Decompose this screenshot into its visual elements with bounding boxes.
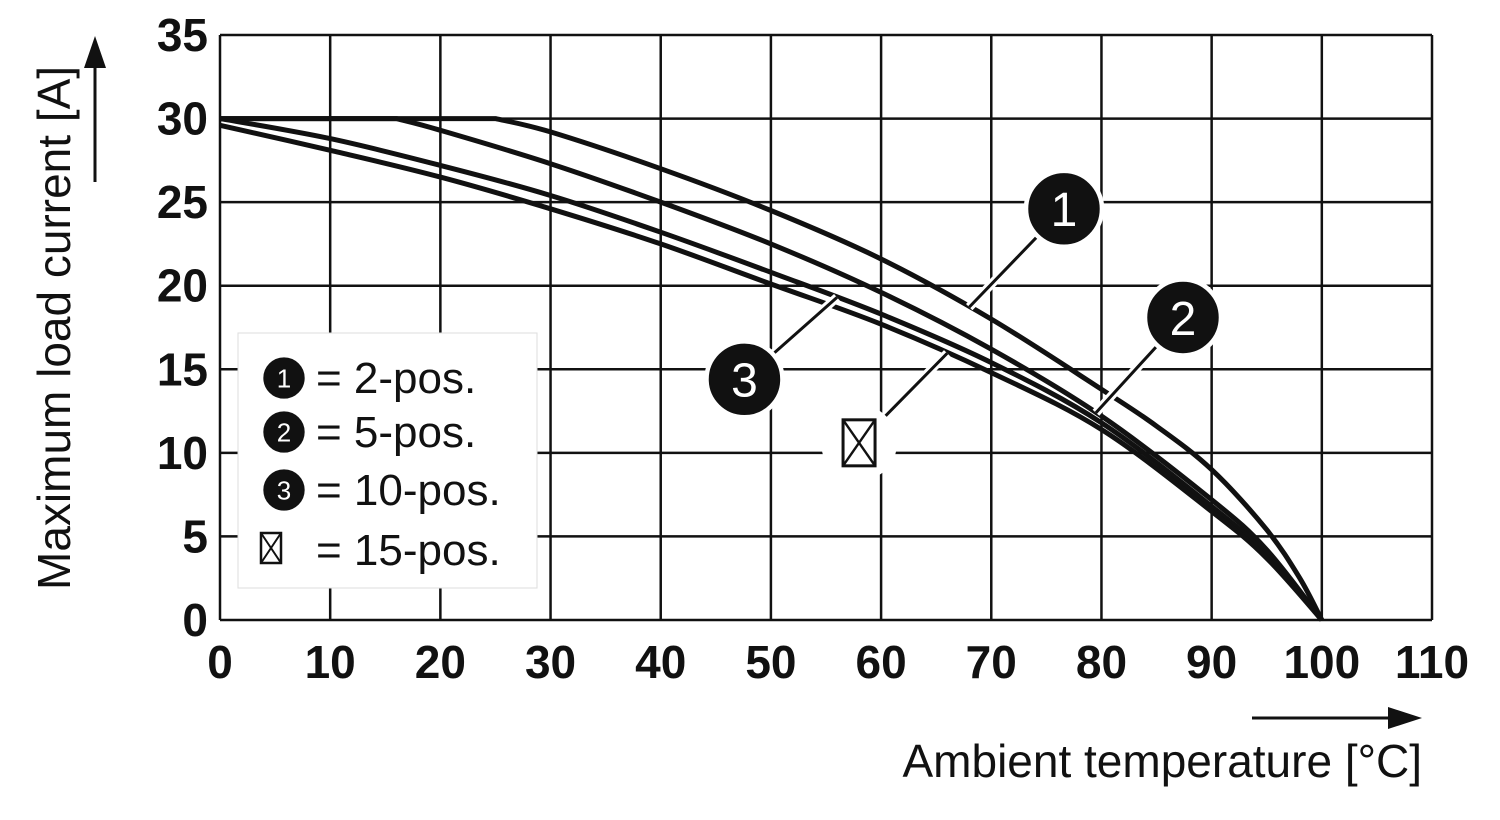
legend-item: 2 = 5-pos.	[260, 408, 476, 457]
legend-label: = 2-pos.	[316, 354, 476, 403]
callout-badge-1: 1	[1023, 168, 1105, 250]
legend-badge-1: 1	[260, 354, 308, 402]
legend-label: = 5-pos.	[316, 408, 476, 457]
y-tick-label: 25	[157, 176, 208, 228]
series-line-3	[219, 116, 1324, 622]
legend-item: 1 = 2-pos.	[260, 354, 476, 403]
legend-badge-3: 3	[260, 466, 308, 514]
y-tick-label: 15	[157, 343, 208, 395]
legend: 1 = 2-pos. 2 = 5-pos. 3 = 10-pos. = 15-pos.	[237, 332, 538, 589]
y-axis-label: Maximum load current [A]	[28, 66, 80, 590]
x-tick-label: 50	[745, 636, 796, 688]
x-tick-label: 110	[1395, 636, 1469, 688]
badge-number: 3	[731, 355, 758, 408]
y-axis-ticks: 0 5 10 15 20 25 30 35	[157, 9, 208, 646]
badge-number: 1	[1051, 184, 1078, 237]
x-tick-label: 30	[525, 636, 576, 688]
y-axis-arrow-icon	[84, 36, 106, 68]
badge-number: 2	[1170, 293, 1197, 346]
y-tick-label: 10	[157, 427, 208, 479]
y-tick-label: 20	[157, 260, 208, 312]
legend-badge-2: 2	[260, 408, 308, 456]
series-line-1	[220, 116, 1325, 622]
series-line-4	[219, 122, 1324, 622]
x-axis-title: Ambient temperature [°C]	[903, 707, 1423, 787]
legend-label: = 15-pos.	[316, 526, 501, 575]
x-tick-label: 10	[305, 636, 356, 688]
x-tick-label: 40	[635, 636, 686, 688]
y-tick-label: 35	[157, 9, 208, 61]
x-axis-ticks: 0 10 20 30 40 50 60 70 80 90 100 110	[207, 636, 1469, 688]
series-lines	[219, 116, 1325, 622]
y-axis-title: Maximum load current [A]	[28, 36, 106, 590]
x-tick-label: 0	[207, 636, 233, 688]
badge-number: 3	[277, 475, 291, 505]
series-callouts: 1 2 3	[704, 168, 1224, 481]
y-tick-label: 0	[182, 594, 208, 646]
x-tick-label: 100	[1283, 636, 1360, 688]
x-tick-label: 70	[966, 636, 1017, 688]
y-tick-label: 5	[182, 510, 208, 562]
callout-badge-2: 2	[1142, 277, 1224, 358]
legend-item: 3 = 10-pos.	[260, 466, 501, 515]
x-axis-label: Ambient temperature [°C]	[903, 735, 1423, 787]
x-axis-arrow-icon	[1388, 707, 1422, 729]
series-line-2	[220, 116, 1324, 622]
badge-number: 1	[277, 363, 291, 393]
legend-label: = 10-pos.	[316, 466, 501, 515]
x-tick-label: 80	[1076, 636, 1127, 688]
x-tick-label: 90	[1186, 636, 1237, 688]
callout-badge-3: 3	[704, 339, 785, 420]
legend-crossed-box-icon	[259, 531, 283, 565]
grid	[218, 33, 1434, 622]
y-tick-label: 30	[157, 93, 208, 145]
badge-number: 2	[277, 417, 291, 447]
x-tick-label: 20	[415, 636, 466, 688]
crossed-box-icon	[821, 404, 898, 481]
legend-item: = 15-pos.	[259, 526, 501, 575]
x-tick-label: 60	[856, 636, 907, 688]
